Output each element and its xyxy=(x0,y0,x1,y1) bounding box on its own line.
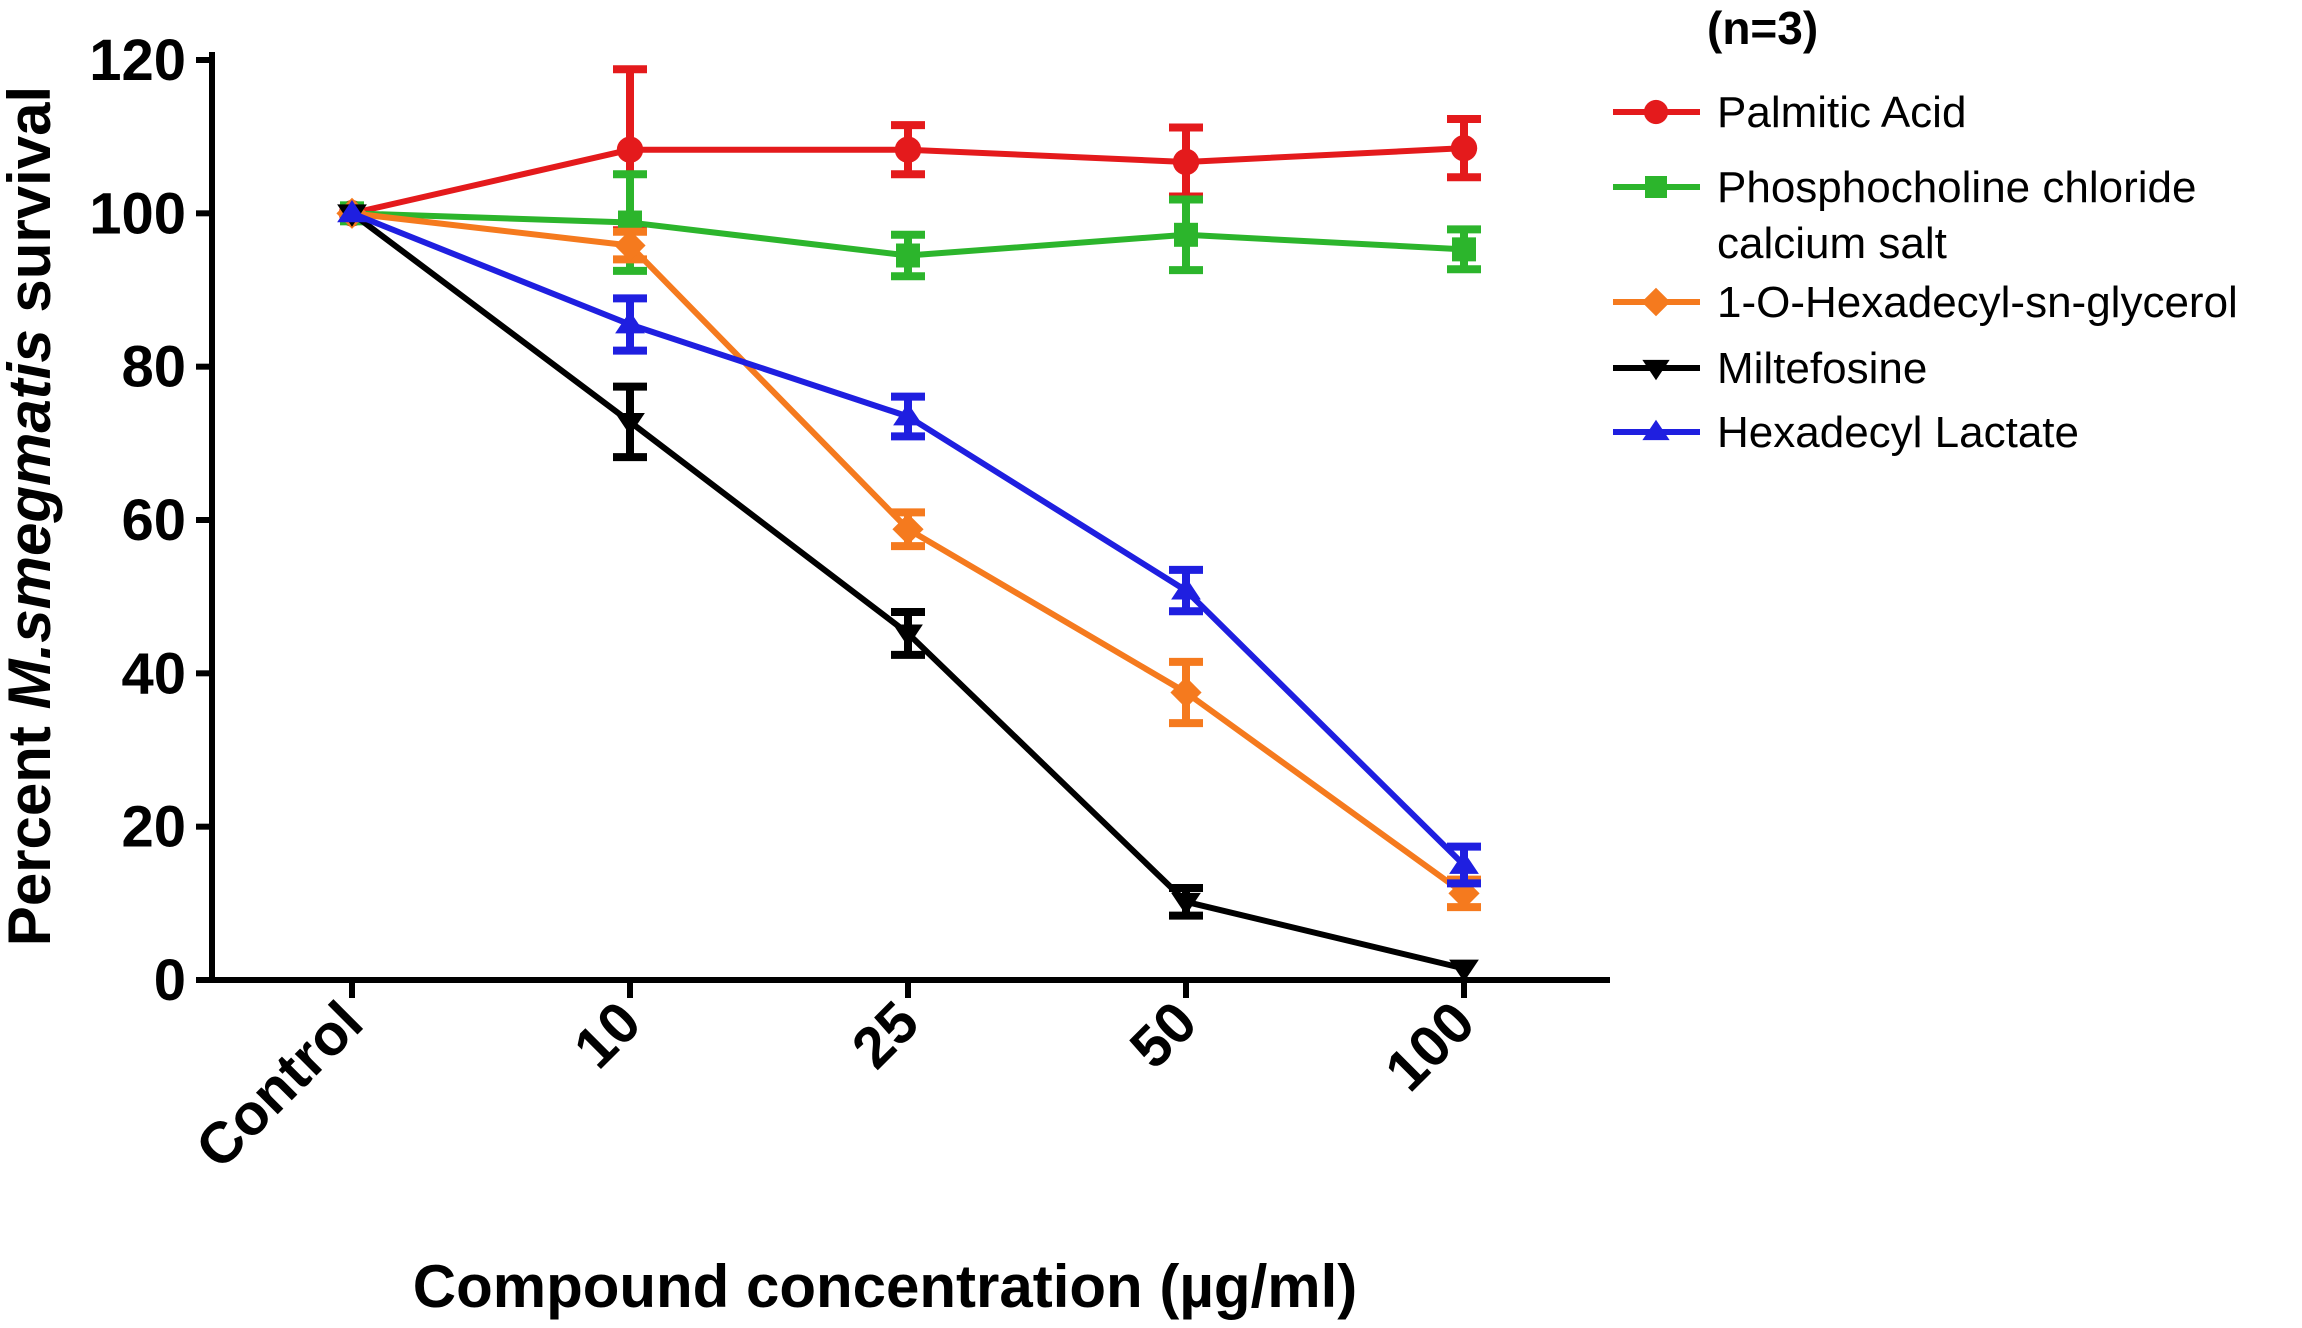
data-point-square xyxy=(1452,237,1476,262)
data-point-triangle-down xyxy=(1171,892,1201,916)
y-ticks: 0 20 40 60 80 100 120 xyxy=(89,28,212,1013)
y-axis-title-prefix: Percent xyxy=(0,709,63,946)
data-point-square xyxy=(896,243,920,268)
x-tick-label: 25 xyxy=(840,989,932,1081)
data-point-circle xyxy=(894,136,922,163)
legend-item: 1-O-Hexadecyl-sn-glycerol xyxy=(1613,278,2238,327)
legend-label: 1-O-Hexadecyl-sn-glycerol xyxy=(1717,278,2238,327)
data-point-square xyxy=(1645,176,1667,198)
series-phosphocholine-chloride-calcium-salt xyxy=(340,170,1481,281)
data-point-triangle-up xyxy=(615,311,645,334)
x-ticks: Control 10 25 50 100 xyxy=(183,980,1487,1181)
y-tick-label: 0 xyxy=(154,948,186,1013)
legend-item: Miltefosine xyxy=(1613,344,1927,393)
x-axis-title: Compound concentration (µg/ml) xyxy=(413,1253,1358,1320)
data-point-diamond xyxy=(614,229,646,262)
y-tick-label: 100 xyxy=(89,181,186,246)
data-point-triangle-down xyxy=(893,624,923,647)
data-point-diamond xyxy=(1448,877,1480,909)
x-tick-label: Control xyxy=(183,989,375,1181)
y-axis-title: Percent M.smegmatis survival xyxy=(0,86,63,946)
y-axis-title-italic: M.smegmatis xyxy=(0,329,63,709)
x-tick-label: 100 xyxy=(1373,989,1487,1103)
series-palmitic-acid xyxy=(338,65,1481,235)
y-tick-label: 60 xyxy=(121,488,186,553)
y-tick-label: 120 xyxy=(89,28,186,93)
y-tick-label: 80 xyxy=(121,335,186,400)
x-tick-label: 50 xyxy=(1118,989,1210,1081)
series-line xyxy=(351,210,1466,896)
data-point-circle xyxy=(616,136,644,163)
data-point-triangle-up xyxy=(1171,577,1201,600)
x-tick-label: 10 xyxy=(562,989,654,1081)
data-point-circle xyxy=(1450,134,1478,162)
sample-size-note: (n=3) xyxy=(1707,2,1818,54)
data-point-triangle-down xyxy=(1449,959,1479,982)
data-point-triangle-up xyxy=(893,403,923,426)
series-layer xyxy=(336,65,1481,982)
data-point-square xyxy=(1174,222,1198,247)
data-point-triangle-up xyxy=(337,199,367,223)
data-point-triangle-up xyxy=(1642,419,1670,441)
legend-item: Hexadecyl Lactate xyxy=(1613,408,2079,457)
series-line xyxy=(350,210,1465,972)
data-point-triangle-up xyxy=(1449,851,1479,874)
legend-label: Hexadecyl Lactate xyxy=(1717,408,2079,457)
data-point-triangle-down xyxy=(615,412,645,436)
legend: Palmitic Acid Phosphocholine chloride calc… xyxy=(1613,88,2238,457)
axes: 0 20 40 60 80 100 120 Control 10 25 50 100 xyxy=(89,28,1610,1181)
series-miltefosine xyxy=(337,204,1479,982)
series-hexadecyl-lactate xyxy=(337,199,1481,888)
data-point-diamond xyxy=(892,513,924,545)
y-tick-label: 20 xyxy=(121,795,186,860)
legend-item: Palmitic Acid xyxy=(1613,88,1966,137)
legend-label: Miltefosine xyxy=(1717,344,1927,393)
legend-label: calcium salt xyxy=(1717,219,1947,268)
series-1-o-hexadecyl-sn-glycerol xyxy=(336,197,1481,912)
y-tick-label: 40 xyxy=(121,641,186,706)
data-point-diamond xyxy=(1170,676,1202,709)
legend-label: Palmitic Acid xyxy=(1717,88,1966,137)
legend-item: Phosphocholine chloride calcium salt xyxy=(1613,163,2196,268)
data-point-diamond xyxy=(1641,287,1671,317)
data-point-triangle-down xyxy=(1642,359,1670,381)
data-point-circle xyxy=(1643,99,1669,125)
y-axis-title-suffix: survival xyxy=(0,86,63,330)
legend-label: Phosphocholine chloride xyxy=(1717,163,2196,212)
data-point-circle xyxy=(1172,148,1200,176)
